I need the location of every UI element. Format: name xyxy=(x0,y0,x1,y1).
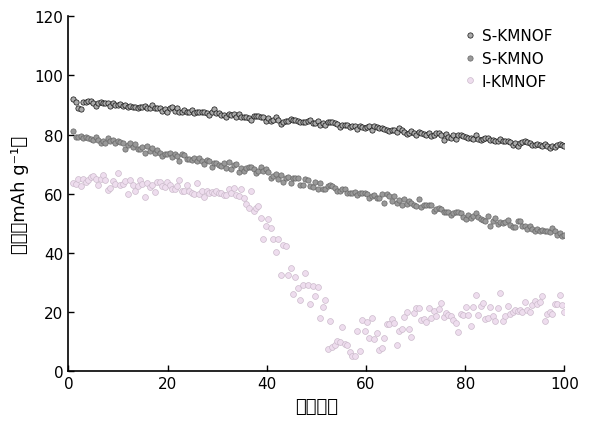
I-KMNOF xyxy=(114,171,122,176)
Y-axis label: 容量（mAh g⁻¹）: 容量（mAh g⁻¹） xyxy=(11,135,29,253)
I-KMNOF xyxy=(203,189,210,194)
S-KMNO xyxy=(90,138,97,143)
S-KMNOF xyxy=(561,144,568,149)
S-KMNO xyxy=(201,162,208,167)
S-KMNO xyxy=(70,130,77,135)
I-KMNOF xyxy=(351,354,358,359)
Legend: S-KMNOF, S-KMNO, I-KMNOF: S-KMNOF, S-KMNO, I-KMNOF xyxy=(460,25,557,94)
X-axis label: 循环圈数: 循环圈数 xyxy=(295,397,338,415)
S-KMNO xyxy=(100,139,107,144)
S-KMNO xyxy=(536,229,543,234)
S-KMNOF xyxy=(100,101,107,106)
Line: S-KMNOF: S-KMNOF xyxy=(71,97,567,151)
I-KMNOF xyxy=(541,318,548,323)
S-KMNO xyxy=(561,233,568,238)
S-KMNOF xyxy=(90,101,97,106)
I-KMNOF xyxy=(70,181,77,187)
I-KMNOF xyxy=(524,308,531,313)
I-KMNOF xyxy=(163,180,171,185)
S-KMNOF xyxy=(519,140,526,145)
Line: I-KMNOF: I-KMNOF xyxy=(70,170,568,359)
S-KMNOF xyxy=(70,97,77,102)
S-KMNO xyxy=(161,153,168,158)
S-KMNOF xyxy=(201,110,208,115)
S-KMNO xyxy=(519,224,526,229)
S-KMNOF xyxy=(536,144,543,149)
S-KMNO xyxy=(559,234,566,239)
S-KMNOF xyxy=(161,108,168,113)
S-KMNOF xyxy=(546,146,553,151)
Line: S-KMNO: S-KMNO xyxy=(71,130,567,239)
I-KMNOF xyxy=(561,310,568,315)
I-KMNOF xyxy=(100,173,107,178)
I-KMNOF xyxy=(90,174,97,179)
